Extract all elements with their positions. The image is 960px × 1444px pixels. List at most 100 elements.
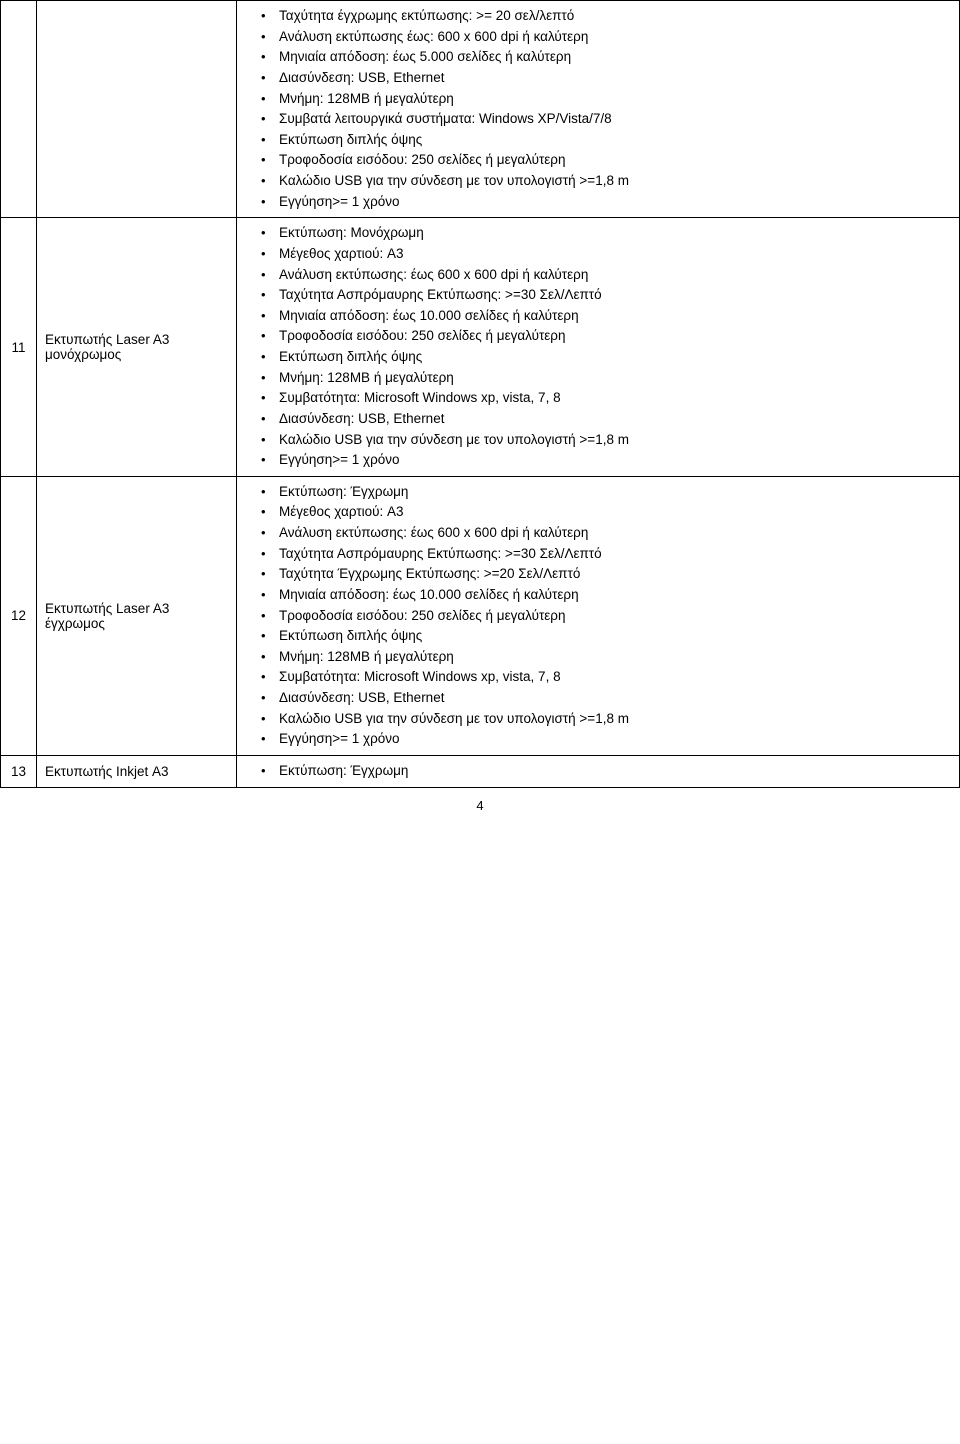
spec-item: Ταχύτητα Ασπρόμαυρης Εκτύπωσης: >=30 Σελ… — [245, 286, 951, 305]
spec-text: Διασύνδεση: USB, Ethernet — [279, 690, 444, 705]
spec-text: Καλώδιο USB για την σύνδεση με τον υπολο… — [279, 711, 629, 726]
spec-text: Συμβατότητα: Microsoft Windows xp, vista… — [279, 669, 561, 684]
spec-text: Μηνιαία απόδοση: έως 5.000 σελίδες ή καλ… — [279, 49, 571, 64]
spec-text: Ανάλυση εκτύπωσης έως: 600 x 600 dpi ή κ… — [279, 29, 588, 44]
spec-text: Καλώδιο USB για την σύνδεση με τον υπολο… — [279, 432, 629, 447]
spec-text: Τροφοδοσία εισόδου: 250 σελίδες ή μεγαλύ… — [279, 608, 566, 623]
row-name-cell: Εκτυπωτής Inkjet Α3 — [37, 755, 237, 787]
row-name-cell: Εκτυπωτής Laser A3 μονόχρωμος — [37, 218, 237, 477]
spec-list: Εκτύπωση: Έγχρωμη — [245, 762, 951, 781]
table-row: Ταχύτητα έγχρωμης εκτύπωσης: >= 20 σελ/λ… — [1, 1, 960, 218]
spec-item: Εκτύπωση διπλής όψης — [245, 627, 951, 646]
spec-item: Ταχύτητα Έγχρωμης Εκτύπωσης: >=20 Σελ/Λε… — [245, 565, 951, 584]
spec-text: Εκτύπωση διπλής όψης — [279, 132, 422, 147]
row-number-cell — [1, 1, 37, 218]
spec-table: Ταχύτητα έγχρωμης εκτύπωσης: >= 20 σελ/λ… — [0, 0, 960, 788]
spec-text: Ανάλυση εκτύπωσης: έως 600 x 600 dpi ή κ… — [279, 267, 588, 282]
spec-item: Μέγεθος χαρτιού: A3 — [245, 503, 951, 522]
row-spec-cell: Εκτύπωση: Έγχρωμη — [237, 755, 960, 787]
row-number: 13 — [11, 764, 26, 779]
spec-text: Ταχύτητα Έγχρωμης Εκτύπωσης: >=20 Σελ/Λε… — [279, 566, 580, 581]
spec-text: Τροφοδοσία εισόδου: 250 σελίδες ή μεγαλύ… — [279, 152, 566, 167]
spec-table-body: Ταχύτητα έγχρωμης εκτύπωσης: >= 20 σελ/λ… — [1, 1, 960, 788]
table-row: 11 Εκτυπωτής Laser A3 μονόχρωμος Εκτύπωσ… — [1, 218, 960, 477]
spec-text: Ταχύτητα έγχρωμης εκτύπωσης: >= 20 σελ/λ… — [279, 8, 574, 23]
spec-text: Εγγύηση>= 1 χρόνο — [279, 731, 400, 746]
spec-item: Ανάλυση εκτύπωσης έως: 600 x 600 dpi ή κ… — [245, 28, 951, 47]
row-spec-cell: Ταχύτητα έγχρωμης εκτύπωσης: >= 20 σελ/λ… — [237, 1, 960, 218]
row-spec-cell: Εκτύπωση: Μονόχρωμη Μέγεθος χαρτιού: A3 … — [237, 218, 960, 477]
spec-text: Συμβατότητα: Microsoft Windows xp, vista… — [279, 390, 561, 405]
row-name: Εκτυπωτής Laser A3 έγχρωμος — [45, 601, 169, 631]
spec-item: Εγγύηση>= 1 χρόνο — [245, 451, 951, 470]
table-row: 13 Εκτυπωτής Inkjet Α3 Εκτύπωση: Έγχρωμη — [1, 755, 960, 787]
row-spec-cell: Εκτύπωση: Έγχρωμη Μέγεθος χαρτιού: A3 Αν… — [237, 476, 960, 755]
spec-text: Εγγύηση>= 1 χρόνο — [279, 452, 400, 467]
spec-item: Καλώδιο USB για την σύνδεση με τον υπολο… — [245, 172, 951, 191]
row-number-cell: 13 — [1, 755, 37, 787]
row-name: Εκτυπωτής Laser A3 μονόχρωμος — [45, 332, 169, 362]
row-name-cell: Εκτυπωτής Laser A3 έγχρωμος — [37, 476, 237, 755]
spec-text: Μηνιαία απόδοση: έως 10.000 σελίδες ή κα… — [279, 308, 579, 323]
spec-item: Ταχύτητα Ασπρόμαυρης Εκτύπωσης: >=30 Σελ… — [245, 545, 951, 564]
spec-item: Μνήμη: 128MB ή μεγαλύτερη — [245, 90, 951, 109]
spec-item: Μηνιαία απόδοση: έως 10.000 σελίδες ή κα… — [245, 586, 951, 605]
spec-item: Εγγύηση>= 1 χρόνο — [245, 730, 951, 749]
spec-item: Ανάλυση εκτύπωσης: έως 600 x 600 dpi ή κ… — [245, 524, 951, 543]
spec-text: Συμβατά λειτουργικά συστήματα: Windows X… — [279, 111, 612, 126]
spec-text: Μηνιαία απόδοση: έως 10.000 σελίδες ή κα… — [279, 587, 579, 602]
spec-item: Εκτύπωση: Έγχρωμη — [245, 483, 951, 502]
page-number: 4 — [0, 798, 960, 813]
spec-list: Εκτύπωση: Έγχρωμη Μέγεθος χαρτιού: A3 Αν… — [245, 483, 951, 749]
spec-text: Διασύνδεση: USB, Ethernet — [279, 70, 444, 85]
spec-item: Μνήμη: 128MB ή μεγαλύτερη — [245, 369, 951, 388]
row-name-cell — [37, 1, 237, 218]
row-number: 12 — [11, 608, 26, 623]
spec-text: Τροφοδοσία εισόδου: 250 σελίδες ή μεγαλύ… — [279, 328, 566, 343]
spec-item: Διασύνδεση: USB, Ethernet — [245, 410, 951, 429]
spec-item: Μηνιαία απόδοση: έως 5.000 σελίδες ή καλ… — [245, 48, 951, 67]
spec-text: Εκτύπωση διπλής όψης — [279, 628, 422, 643]
row-name: Εκτυπωτής Inkjet Α3 — [45, 764, 169, 779]
spec-list: Ταχύτητα έγχρωμης εκτύπωσης: >= 20 σελ/λ… — [245, 7, 951, 211]
page-number-text: 4 — [476, 798, 483, 813]
spec-item: Μνήμη: 128MB ή μεγαλύτερη — [245, 648, 951, 667]
spec-text: Μνήμη: 128MB ή μεγαλύτερη — [279, 370, 454, 385]
spec-text: Μνήμη: 128MB ή μεγαλύτερη — [279, 649, 454, 664]
spec-text: Εκτύπωση: Έγχρωμη — [279, 763, 408, 778]
spec-item: Συμβατότητα: Microsoft Windows xp, vista… — [245, 389, 951, 408]
spec-item: Εκτύπωση: Έγχρωμη — [245, 762, 951, 781]
table-row: 12 Εκτυπωτής Laser A3 έγχρωμος Εκτύπωση:… — [1, 476, 960, 755]
spec-text: Μνήμη: 128MB ή μεγαλύτερη — [279, 91, 454, 106]
spec-text: Ταχύτητα Ασπρόμαυρης Εκτύπωσης: >=30 Σελ… — [279, 287, 602, 302]
spec-text: Εγγύηση>= 1 χρόνο — [279, 194, 400, 209]
row-number-cell: 11 — [1, 218, 37, 477]
spec-item: Καλώδιο USB για την σύνδεση με τον υπολο… — [245, 710, 951, 729]
row-number: 11 — [11, 340, 25, 355]
spec-text: Καλώδιο USB για την σύνδεση με τον υπολο… — [279, 173, 629, 188]
spec-item: Καλώδιο USB για την σύνδεση με τον υπολο… — [245, 431, 951, 450]
spec-item: Εκτύπωση διπλής όψης — [245, 131, 951, 150]
spec-text: Μέγεθος χαρτιού: A3 — [279, 504, 404, 519]
spec-text: Εκτύπωση διπλής όψης — [279, 349, 422, 364]
spec-list: Εκτύπωση: Μονόχρωμη Μέγεθος χαρτιού: A3 … — [245, 224, 951, 470]
spec-item: Διασύνδεση: USB, Ethernet — [245, 689, 951, 708]
spec-item: Εγγύηση>= 1 χρόνο — [245, 193, 951, 212]
spec-item: Τροφοδοσία εισόδου: 250 σελίδες ή μεγαλύ… — [245, 607, 951, 626]
spec-item: Ταχύτητα έγχρωμης εκτύπωσης: >= 20 σελ/λ… — [245, 7, 951, 26]
spec-item: Μηνιαία απόδοση: έως 10.000 σελίδες ή κα… — [245, 307, 951, 326]
spec-item: Εκτύπωση διπλής όψης — [245, 348, 951, 367]
spec-item: Εκτύπωση: Μονόχρωμη — [245, 224, 951, 243]
row-number-cell: 12 — [1, 476, 37, 755]
spec-text: Ανάλυση εκτύπωσης: έως 600 x 600 dpi ή κ… — [279, 525, 588, 540]
spec-item: Διασύνδεση: USB, Ethernet — [245, 69, 951, 88]
spec-text: Μέγεθος χαρτιού: A3 — [279, 246, 404, 261]
spec-item: Ανάλυση εκτύπωσης: έως 600 x 600 dpi ή κ… — [245, 266, 951, 285]
spec-text: Διασύνδεση: USB, Ethernet — [279, 411, 444, 426]
spec-text: Εκτύπωση: Μονόχρωμη — [279, 225, 424, 240]
spec-text: Ταχύτητα Ασπρόμαυρης Εκτύπωσης: >=30 Σελ… — [279, 546, 602, 561]
spec-text: Εκτύπωση: Έγχρωμη — [279, 484, 408, 499]
spec-item: Μέγεθος χαρτιού: A3 — [245, 245, 951, 264]
spec-item: Συμβατότητα: Microsoft Windows xp, vista… — [245, 668, 951, 687]
spec-item: Συμβατά λειτουργικά συστήματα: Windows X… — [245, 110, 951, 129]
